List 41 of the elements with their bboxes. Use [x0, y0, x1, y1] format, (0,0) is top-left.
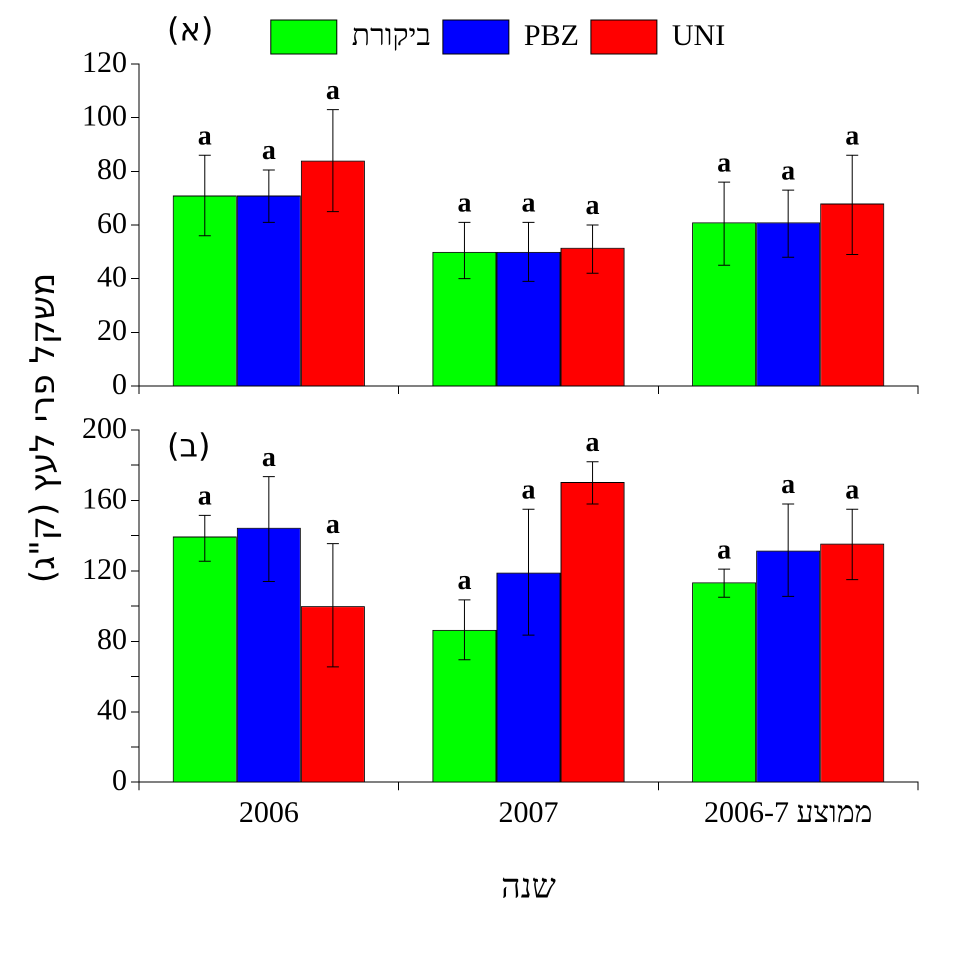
x-tick-label: 2006	[238, 796, 299, 830]
y-tick-label: 80	[97, 623, 127, 656]
data-label: a	[326, 74, 340, 106]
y-tick-label: 0	[112, 764, 127, 798]
y-tick-label: 80	[97, 153, 127, 186]
data-label: a	[781, 469, 796, 500]
data-label: a	[717, 534, 732, 566]
data-label: a	[586, 426, 600, 458]
data-label: a	[457, 188, 472, 219]
data-label: a	[845, 120, 860, 152]
data-label: a	[717, 147, 732, 178]
data-label: a	[586, 190, 600, 222]
data-label: a	[781, 155, 796, 186]
y-tick-label: 160	[82, 482, 127, 516]
chart-title: (ב)	[167, 426, 210, 464]
data-label: a	[262, 135, 276, 166]
x-tick-label: ממוצע 2006-7	[704, 796, 872, 830]
y-tick-label: 100	[82, 100, 127, 133]
y-tick-label: 40	[97, 260, 127, 294]
data-label: a	[198, 480, 212, 512]
legend-label: PBZ	[524, 18, 579, 52]
data-label: a	[457, 565, 472, 596]
data-label: a	[522, 474, 536, 506]
y-tick-label: 120	[82, 552, 127, 586]
y-tick-label: 40	[97, 694, 127, 727]
chart-title: (א)	[167, 10, 214, 48]
data-label: a	[326, 508, 340, 540]
y-tick-label: 0	[112, 368, 127, 401]
data-label: a	[845, 474, 860, 506]
data-label: a	[522, 188, 536, 219]
x-axis-title: שנה	[501, 868, 556, 906]
x-tick-label: 2007	[498, 796, 558, 830]
legend-label: UNI	[672, 18, 726, 52]
data-label: a	[198, 120, 212, 152]
legend-label: ביקורת	[352, 18, 431, 52]
y-tick-label: 200	[82, 412, 127, 445]
y-tick-label: 120	[82, 46, 127, 79]
y-axis-title: משקל פרי לעץ (ק"ג)	[23, 272, 63, 584]
y-tick-label: 60	[97, 206, 127, 240]
data-label: a	[262, 442, 276, 473]
y-tick-label: 20	[97, 314, 127, 348]
